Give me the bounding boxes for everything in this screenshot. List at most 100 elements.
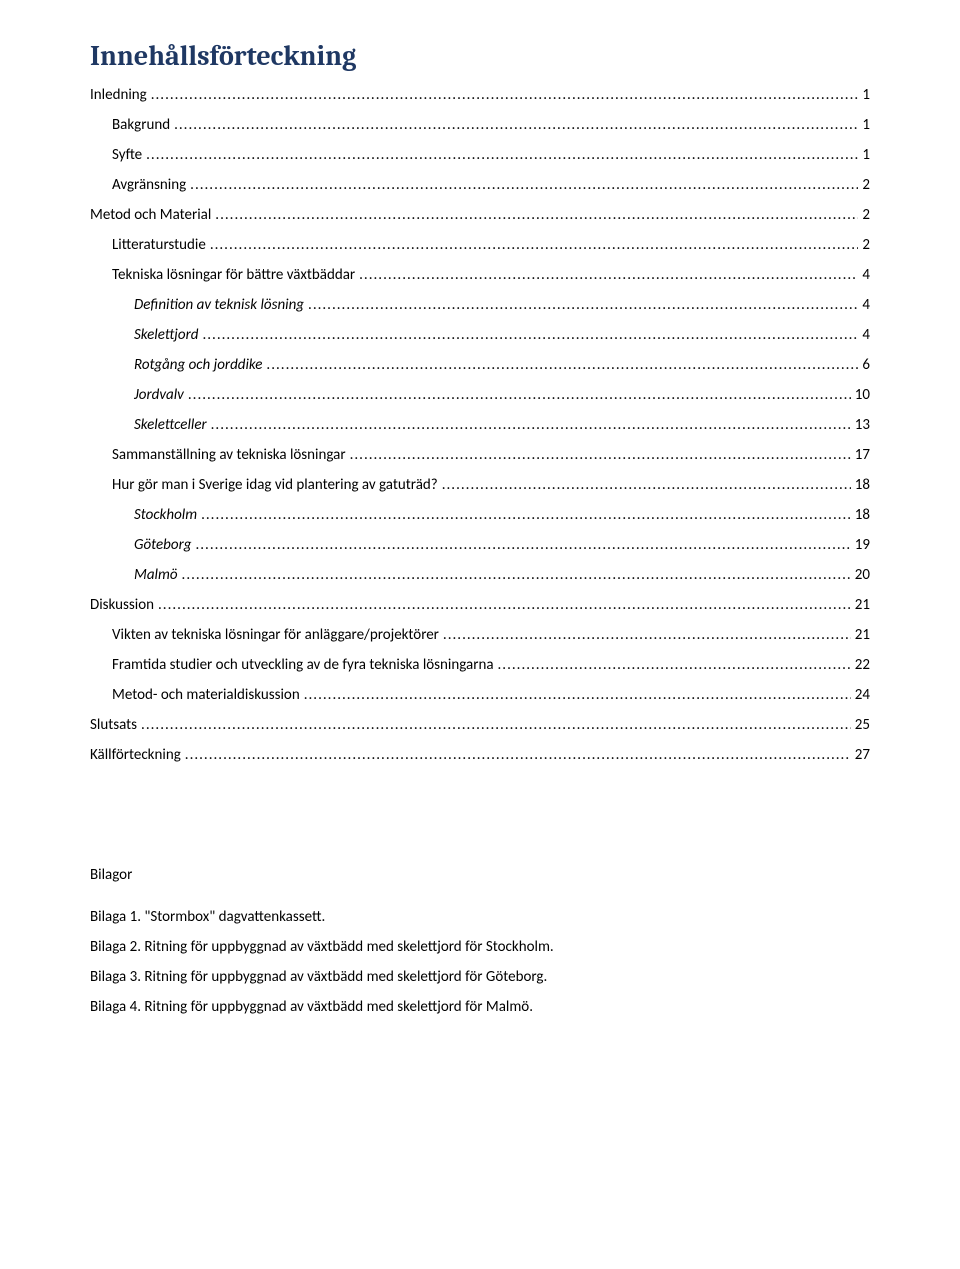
toc-entry-page: 10 (855, 380, 870, 410)
toc-entry: Syfte 1 (90, 140, 870, 170)
toc-dots (188, 380, 851, 410)
toc-dots (304, 680, 851, 710)
bilagor-item: Bilaga 4. Ritning för uppbyggnad av växt… (90, 992, 870, 1022)
toc-dots (211, 410, 851, 440)
toc-entry: Diskussion 21 (90, 590, 870, 620)
toc-dots (201, 500, 851, 530)
toc-entry-label: Definition av teknisk lösning (134, 290, 304, 320)
toc-entry-page: 4 (862, 290, 870, 320)
toc-dots (215, 200, 858, 230)
toc-entry-page: 4 (862, 320, 870, 350)
toc-dots (151, 80, 859, 110)
toc-entry-label: Vikten av tekniska lösningar för anlägga… (112, 620, 439, 650)
toc-entry-label: Tekniska lösningar för bättre växtbäddar (112, 260, 355, 290)
toc-entry-label: Slutsats (90, 710, 137, 740)
toc-entry: Rotgång och jorddike 6 (90, 350, 870, 380)
toc-entry-page: 1 (862, 110, 870, 140)
toc-entry: Skelettjord 4 (90, 320, 870, 350)
toc-entry-page: 21 (855, 590, 870, 620)
toc-entry: Metod- och materialdiskussion 24 (90, 680, 870, 710)
toc-title: Innehållsförteckning (90, 40, 870, 72)
bilagor-item: Bilaga 3. Ritning för uppbyggnad av växt… (90, 962, 870, 992)
toc-entry-page: 21 (855, 620, 870, 650)
toc-entry-label: Bakgrund (112, 110, 170, 140)
toc-dots (195, 530, 850, 560)
toc-dots (158, 590, 851, 620)
toc-container: Inledning 1Bakgrund 1Syfte 1Avgränsning … (90, 80, 870, 770)
bilagor-item: Bilaga 1. "Stormbox" dagvattenkassett. (90, 902, 870, 932)
toc-entry-label: Rotgång och jorddike (134, 350, 262, 380)
toc-entry-label: Göteborg (134, 530, 191, 560)
toc-entry-label: Metod och Material (90, 200, 211, 230)
toc-entry-label: Avgränsning (112, 170, 186, 200)
toc-entry: Skelettceller 13 (90, 410, 870, 440)
toc-entry-page: 19 (855, 530, 870, 560)
toc-entry-label: Syfte (112, 140, 142, 170)
toc-entry: Vikten av tekniska lösningar för anlägga… (90, 620, 870, 650)
toc-entry: Inledning 1 (90, 80, 870, 110)
bilagor-item: Bilaga 2. Ritning för uppbyggnad av växt… (90, 932, 870, 962)
toc-entry-label: Sammanställning av tekniska lösningar (112, 440, 346, 470)
toc-dots (190, 170, 858, 200)
bilagor-section: Bilagor Bilaga 1. "Stormbox" dagvattenka… (90, 860, 870, 1022)
toc-entry-label: Inledning (90, 80, 147, 110)
toc-dots (442, 470, 851, 500)
toc-entry-page: 22 (855, 650, 870, 680)
toc-entry-page: 20 (855, 560, 870, 590)
toc-entry-label: Hur gör man i Sverige idag vid planterin… (112, 470, 438, 500)
toc-dots (308, 290, 858, 320)
toc-entry: Bakgrund 1 (90, 110, 870, 140)
toc-entry: Litteraturstudie 2 (90, 230, 870, 260)
toc-entry-label: Jordvalv (134, 380, 184, 410)
toc-entry: Källförteckning 27 (90, 740, 870, 770)
toc-dots (443, 620, 851, 650)
toc-dots (266, 350, 858, 380)
toc-dots (202, 320, 858, 350)
toc-dots (141, 710, 851, 740)
toc-entry: Hur gör man i Sverige idag vid planterin… (90, 470, 870, 500)
toc-entry-page: 24 (855, 680, 870, 710)
toc-entry: Sammanställning av tekniska lösningar 17 (90, 440, 870, 470)
toc-entry-page: 13 (855, 410, 870, 440)
toc-entry-label: Malmö (134, 560, 178, 590)
toc-dots (498, 650, 851, 680)
toc-entry-label: Metod- och materialdiskussion (112, 680, 300, 710)
toc-entry-label: Stockholm (134, 500, 197, 530)
toc-entry-page: 1 (862, 140, 870, 170)
toc-dots (182, 560, 851, 590)
toc-entry-page: 25 (855, 710, 870, 740)
toc-entry: Malmö 20 (90, 560, 870, 590)
toc-entry-page: 2 (862, 200, 870, 230)
toc-entry: Stockholm 18 (90, 500, 870, 530)
toc-entry-label: Framtida studier och utveckling av de fy… (112, 650, 494, 680)
toc-entry: Göteborg 19 (90, 530, 870, 560)
toc-entry-label: Skelettceller (134, 410, 207, 440)
toc-entry: Framtida studier och utveckling av de fy… (90, 650, 870, 680)
bilagor-list: Bilaga 1. "Stormbox" dagvattenkassett.Bi… (90, 902, 870, 1022)
toc-entry-page: 2 (862, 230, 870, 260)
toc-dots (174, 110, 858, 140)
toc-dots (185, 740, 851, 770)
toc-entry-page: 4 (862, 260, 870, 290)
toc-entry: Definition av teknisk lösning 4 (90, 290, 870, 320)
toc-entry: Jordvalv 10 (90, 380, 870, 410)
toc-entry: Avgränsning 2 (90, 170, 870, 200)
toc-entry-label: Litteraturstudie (112, 230, 206, 260)
toc-entry-label: Källförteckning (90, 740, 181, 770)
toc-entry-label: Skelettjord (134, 320, 198, 350)
toc-entry-page: 1 (862, 80, 870, 110)
toc-entry-page: 18 (855, 500, 870, 530)
toc-entry-label: Diskussion (90, 590, 154, 620)
toc-entry: Tekniska lösningar för bättre växtbäddar… (90, 260, 870, 290)
toc-entry-page: 2 (862, 170, 870, 200)
toc-dots (350, 440, 851, 470)
toc-entry-page: 6 (862, 350, 870, 380)
toc-entry-page: 17 (855, 440, 870, 470)
toc-entry-page: 18 (855, 470, 870, 500)
bilagor-heading: Bilagor (90, 860, 870, 890)
toc-dots (359, 260, 858, 290)
toc-dots (210, 230, 859, 260)
toc-entry: Slutsats 25 (90, 710, 870, 740)
toc-entry-page: 27 (855, 740, 870, 770)
toc-entry: Metod och Material 2 (90, 200, 870, 230)
